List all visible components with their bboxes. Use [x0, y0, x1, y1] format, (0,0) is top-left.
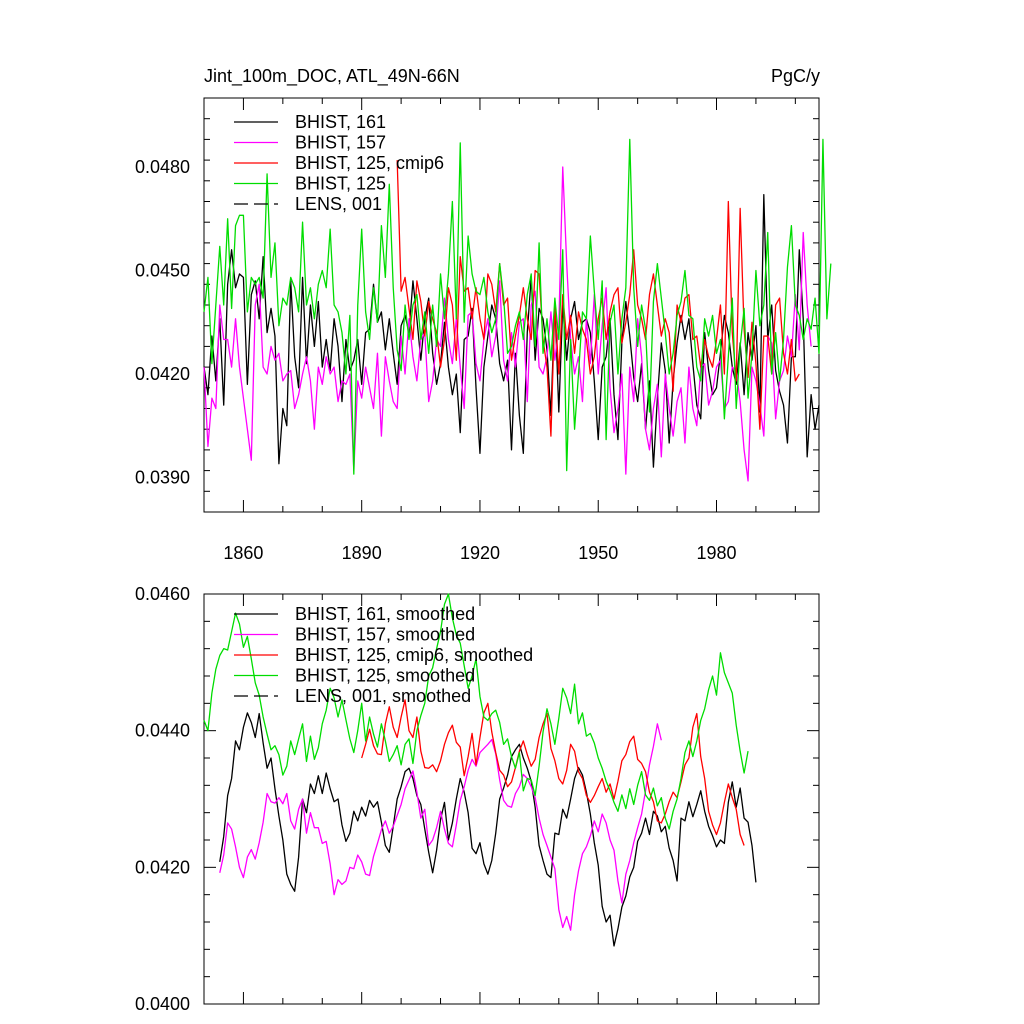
- bottom-series-group: [203, 593, 757, 947]
- series-line-1: [203, 193, 820, 468]
- legend-label: BHIST, 125, cmip6: [295, 153, 444, 173]
- bottom-axis-ticks: [203, 593, 819, 1005]
- y-tick-label: 0.0420: [135, 857, 190, 877]
- bottom-axis-tick-labels: 0.0400 0.0420 0.0440 0.0460: [135, 584, 190, 1014]
- series-line-2: [219, 723, 662, 931]
- series-line-4: [203, 138, 832, 475]
- top-panel-title: Jint_100m_DOC, ATL_49N-66N: [204, 66, 460, 87]
- legend-label: LENS, 001: [295, 194, 382, 214]
- y-tick-label: 0.0480: [135, 157, 190, 177]
- top-axis-ticks: [203, 97, 819, 513]
- y-tick-label: 0.0420: [135, 364, 190, 384]
- bottom-panel: 0.0400 0.0420 0.0440 0.0460 BHIST, 161, smo…: [135, 584, 820, 1014]
- legend-label: BHIST, 161: [295, 112, 386, 132]
- y-tick-label: 0.0440: [135, 721, 190, 741]
- y-tick-label: 0.0460: [135, 584, 190, 604]
- series-line-4: [203, 593, 749, 830]
- x-tick-label: 1920: [460, 543, 500, 563]
- legend-label: BHIST, 125, cmip6, smoothed: [295, 645, 533, 665]
- series-line-2: [203, 166, 812, 482]
- top-panel: Jint_100m_DOC, ATL_49N-66N PgC/y 0.03900…: [135, 66, 832, 563]
- legend-label: BHIST, 161, smoothed: [295, 604, 475, 624]
- x-tick-label: 1980: [696, 543, 736, 563]
- legend-label: BHIST, 125, smoothed: [295, 666, 475, 686]
- legend-label: BHIST, 125: [295, 174, 386, 194]
- y-tick-label: 0.0400: [135, 994, 190, 1014]
- top-series-group: [203, 138, 832, 482]
- x-tick-label: 1860: [223, 543, 263, 563]
- y-tick-label: 0.0390: [135, 468, 190, 488]
- bottom-plot-frame: [203, 593, 820, 1005]
- top-panel-units: PgC/y: [771, 66, 820, 86]
- legend-label: LENS, 001, smoothed: [295, 686, 471, 706]
- legend-label: BHIST, 157, smoothed: [295, 625, 475, 645]
- y-tick-label: 0.0450: [135, 261, 190, 281]
- series-line-1: [219, 712, 757, 947]
- legend-label: BHIST, 157: [295, 133, 386, 153]
- series-line-3: [396, 160, 800, 437]
- x-tick-label: 1890: [342, 543, 382, 563]
- x-tick-label: 1950: [578, 543, 618, 563]
- top-axis-tick-labels: 0.0390 0.0420 0.0450 0.0480 1860 1890 1920 1950…: [135, 157, 737, 563]
